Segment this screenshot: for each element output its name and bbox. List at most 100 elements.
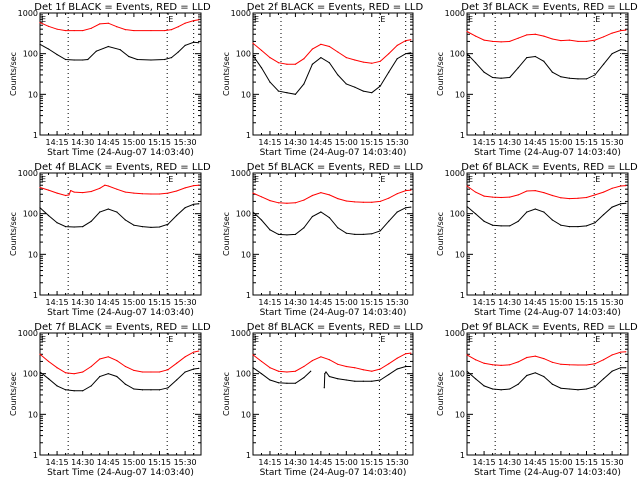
series-events-point [388,71,390,73]
series-events-point [150,389,152,391]
y-tick-label: 10 [28,410,38,419]
x-tick-label: 14:15 [46,138,69,147]
series-lld-point [167,192,169,194]
series-lld-point [362,201,364,203]
x-tick-label: 14:15 [473,138,496,147]
series-events-point [577,226,579,228]
series-lld-point [405,39,407,42]
series-events-point [184,207,186,209]
series-events-point [526,374,528,377]
x-tick-label: 14:45 [309,298,332,307]
series-events-point [354,233,356,235]
series-lld-point [158,193,161,195]
plot-frame [39,12,202,136]
series-events-line [252,366,411,388]
x-tick-label: 14:45 [309,138,332,147]
y-tick-label: 100 [236,50,251,59]
y-tick-label: 1000 [231,9,251,18]
series-lld-point [568,197,571,200]
series-events-point [95,50,97,52]
y-tick-label: 1 [460,291,465,300]
series-lld-point [311,194,313,197]
series-events-point [294,233,297,235]
series-events-point [286,234,288,236]
event-marker-label: E [468,15,473,24]
x-tick-label: 15:00 [335,458,358,467]
x-axis-label: Start Time (24-Aug-07 14:03:40) [260,308,407,318]
x-tick-label: 14:30 [498,298,521,307]
series-events-point [594,386,596,388]
series-events-point [474,213,477,215]
y-axis-label: Counts/sec [436,212,445,256]
series-events-point [337,74,339,76]
series-lld-point [90,190,92,193]
panel-det-3: Det 3f BLACK = Events, RED = LLD 1 10 100 10… [436,2,638,158]
series-lld-point [405,189,407,192]
series-events-point [56,222,58,224]
panel-title: Det 7f BLACK = Events, RED = LLD [34,322,211,333]
series-events-point [354,380,356,382]
series-events-point [577,389,579,391]
x-tick-label: 15:15 [148,458,171,467]
series-events-point [116,375,118,378]
x-tick-label: 15:30 [174,138,197,147]
plot-frame [252,332,414,456]
series-lld-point [534,189,536,192]
series-events-point [509,225,511,227]
series-events-point [620,367,622,369]
y-tick-label: 1000 [231,329,251,338]
series-events-point [543,60,545,62]
series-lld-point [65,29,67,32]
series-events-point [396,58,398,60]
series-lld-point [568,39,571,41]
series-lld-point [474,35,477,37]
x-tick-label: 15:15 [575,458,598,467]
series-events-point [405,53,407,55]
series-events-point [39,207,41,209]
series-events-point [65,389,67,391]
series-events-point [73,226,75,228]
series-events-point [362,380,364,382]
series-lld-point [133,369,135,372]
series-events-point [551,71,553,73]
series-events-point [585,78,588,80]
series-events-point [362,90,364,92]
series-lld-point [594,194,596,196]
series-lld-point [492,196,494,198]
x-tick-label: 14:30 [284,298,307,307]
x-tick-label: 14:15 [258,458,281,467]
series-lld-point [277,62,280,64]
x-tick-label: 15:00 [549,138,572,147]
series-lld-point [193,351,195,353]
event-marker-label: E [41,175,46,184]
series-events-point [294,93,297,95]
series-lld-point [39,186,41,189]
series-events-point [193,203,195,205]
plot-frame [39,332,202,456]
series-lld-point [517,361,519,363]
series-events-point [492,388,494,390]
series-events-point [517,383,519,385]
series-lld-point [328,194,330,196]
series-events-point [560,224,562,226]
series-lld-point [396,193,398,195]
series-events-point [73,59,75,61]
series-lld-point [158,371,161,373]
series-lld-point [193,20,195,22]
y-tick-label: 100 [450,370,465,379]
series-lld-point [534,33,536,35]
series-events-point [371,92,373,94]
series-events-point [303,377,305,379]
panel-det-1: Det 1f BLACK = Events, RED = LLD 1 10 100 10… [9,2,211,158]
x-tick-label: 15:15 [360,298,383,307]
series-events-line [252,52,411,95]
series-lld-point [388,53,390,55]
x-tick-label: 15:30 [601,298,624,307]
x-tick-label: 14:15 [258,138,281,147]
series-events-point [99,211,101,213]
series-events-point [177,51,179,53]
series-events-point [252,54,254,57]
series-lld-point [500,41,502,43]
series-lld-point [170,29,173,31]
